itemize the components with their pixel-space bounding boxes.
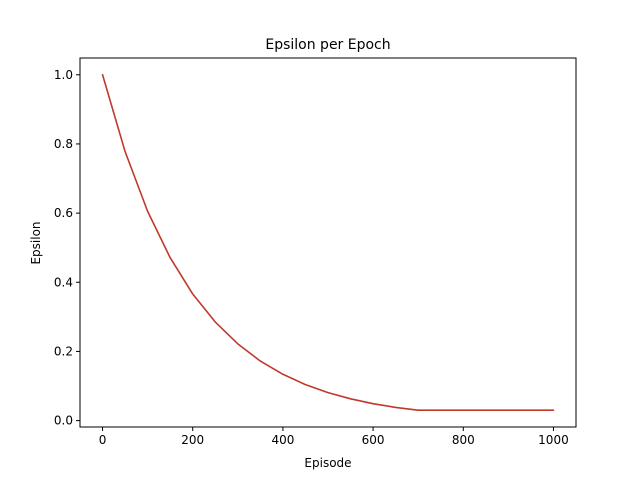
x-tick-label: 800 xyxy=(452,433,475,447)
y-axis-label: Epsilon xyxy=(29,221,43,264)
x-tick-label: 1000 xyxy=(538,433,569,447)
x-axis-label: Episode xyxy=(304,456,351,470)
y-tick-label: 1.0 xyxy=(54,68,73,82)
x-axis: 0 200 400 600 800 1000 xyxy=(99,427,569,447)
y-tick-label: 0.8 xyxy=(54,137,73,151)
chart-title: Epsilon per Epoch xyxy=(265,37,390,53)
x-tick-label: 200 xyxy=(181,433,204,447)
x-tick-label: 600 xyxy=(362,433,385,447)
plot-area xyxy=(101,73,555,412)
series-line-0 xyxy=(101,73,555,412)
axes-frame xyxy=(79,57,577,428)
y-axis: 0.0 0.2 0.4 0.6 0.8 1.0 xyxy=(54,68,80,428)
y-tick-label: 0.0 xyxy=(54,414,73,428)
y-tick-label: 0.6 xyxy=(54,206,73,220)
y-tick-label: 0.2 xyxy=(54,344,73,358)
x-tick-label: 400 xyxy=(271,433,294,447)
x-tick-label: 0 xyxy=(99,433,107,447)
y-tick-label: 0.4 xyxy=(54,275,73,289)
